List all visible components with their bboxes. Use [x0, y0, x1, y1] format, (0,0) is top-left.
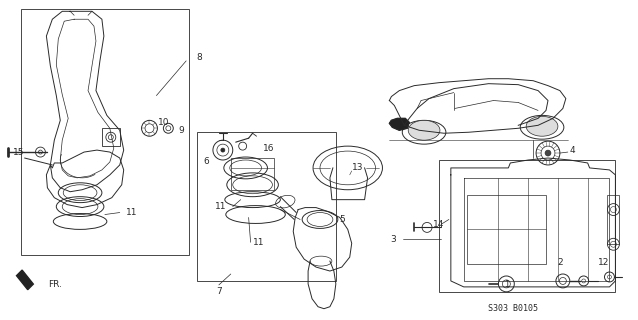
Text: 4: 4: [570, 146, 575, 155]
Ellipse shape: [526, 116, 558, 136]
Text: 2: 2: [557, 258, 563, 267]
Text: 16: 16: [263, 144, 274, 153]
Bar: [102, 128, 120, 146]
Bar: [467, 195, 546, 264]
Text: 10: 10: [158, 118, 169, 127]
Text: 8: 8: [196, 53, 202, 62]
Text: 9: 9: [179, 126, 184, 135]
Polygon shape: [389, 118, 409, 130]
Text: 12: 12: [598, 258, 609, 267]
Text: 15: 15: [13, 148, 25, 156]
Text: S303 B0105: S303 B0105: [488, 304, 538, 313]
Text: 11: 11: [253, 238, 264, 247]
Text: 11: 11: [215, 202, 226, 211]
Text: 11: 11: [126, 208, 137, 217]
Text: 3: 3: [390, 235, 396, 244]
Text: 13: 13: [352, 164, 364, 172]
Ellipse shape: [408, 120, 440, 140]
Text: 1: 1: [504, 280, 509, 289]
Bar: [20, 9, 189, 255]
Text: 7: 7: [216, 287, 222, 296]
Bar: [439, 160, 616, 292]
Circle shape: [545, 150, 551, 156]
Bar: [607, 195, 619, 244]
Text: FR.: FR.: [48, 280, 63, 289]
Circle shape: [221, 148, 225, 152]
Text: 6: 6: [203, 157, 209, 166]
Text: 5: 5: [339, 215, 345, 224]
Bar: [197, 132, 336, 281]
Bar: [231, 158, 274, 190]
Text: 14: 14: [433, 220, 445, 229]
Polygon shape: [17, 270, 33, 290]
